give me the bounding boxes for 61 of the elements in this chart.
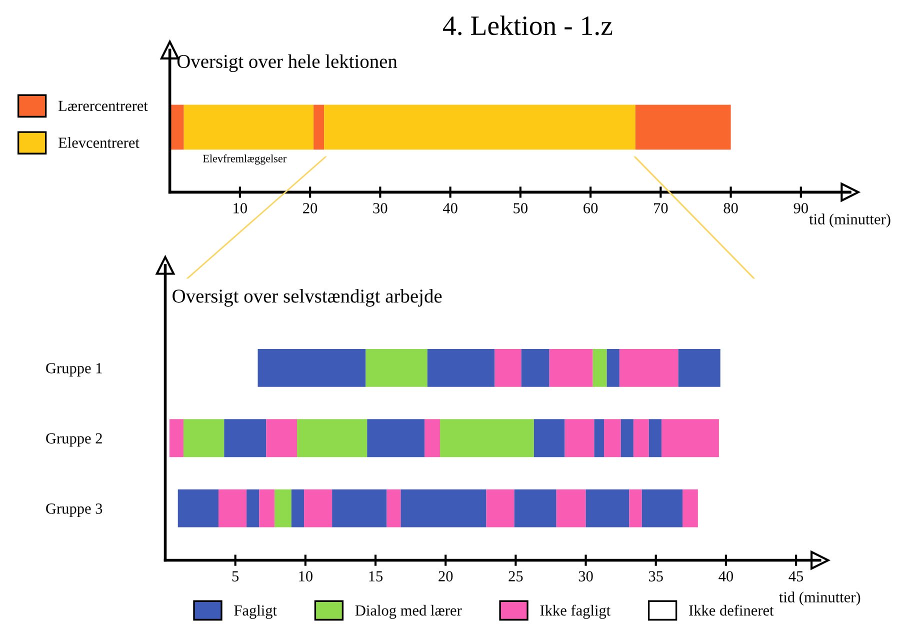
bar [366,348,428,387]
x-tick-label: 70 [654,203,668,214]
x-tick-label: 10 [234,203,247,214]
chart-title: 4. Lektion - 1.z [443,16,612,36]
bar [635,104,731,150]
x-tick-label: 5 [232,571,239,582]
bar [274,489,292,528]
legend-label: Ikke fagligt [540,604,611,619]
x-axis-title: tid (minutter) [779,592,860,606]
bar [324,104,636,150]
x-tick-label: 50 [514,203,528,214]
x-tick-label: 15 [369,571,383,582]
x-tick-label: 35 [648,571,663,582]
y-tick-label: Gruppe 2 [46,433,102,447]
bar [258,348,366,387]
x-tick-label: 30 [373,203,388,214]
x-tick-label: 90 [794,203,808,214]
legend-label: Fagligt [234,604,277,619]
bar [386,489,401,528]
bar [170,104,184,150]
x-tick-label: 40 [718,571,734,582]
bar [184,104,314,150]
bar [606,348,620,387]
legend-label: Lærercentreret [58,100,148,112]
x-tick-label: 80 [724,203,738,214]
x-tick-label: 20 [438,571,453,582]
x-tick-label: 45 [788,571,804,582]
chart-subtitle: Oversigt over selvstændigt arbejde [172,289,442,307]
legend-label: Dialog med lærer [355,604,462,619]
x-tick-label: 30 [578,571,593,582]
x-tick-label: 25 [508,571,523,582]
bar [494,348,522,387]
x-axis-title: tid (minutter) [809,214,890,228]
bar [259,489,275,528]
bar [332,489,387,528]
bar [246,489,260,528]
bar [291,489,304,528]
y-tick-label: Gruppe 3 [46,504,102,517]
bar [400,489,486,528]
bar [427,348,495,387]
bar [619,348,678,387]
bar [424,419,440,458]
x-tick-label: 60 [584,203,598,214]
legend-label: Ikke defineret [689,604,774,616]
bar [297,419,368,458]
x-tick-label: 10 [299,571,312,582]
bar [178,489,219,528]
bar [314,104,324,150]
bar [183,419,224,458]
bar [367,419,425,458]
bar [304,489,332,528]
bar [224,419,266,458]
y-tick-label: Gruppe 1 [46,363,102,376]
chart-subtitle: Oversigt over hele lektionen [177,54,398,72]
bar [678,348,720,387]
bar [266,419,298,458]
bar [682,489,698,528]
legend-label: Elevcentreret [58,137,140,148]
x-tick-label: 40 [442,203,458,214]
x-tick-label: 20 [303,203,318,214]
annotation: Elevfremlæggelser [203,154,286,165]
